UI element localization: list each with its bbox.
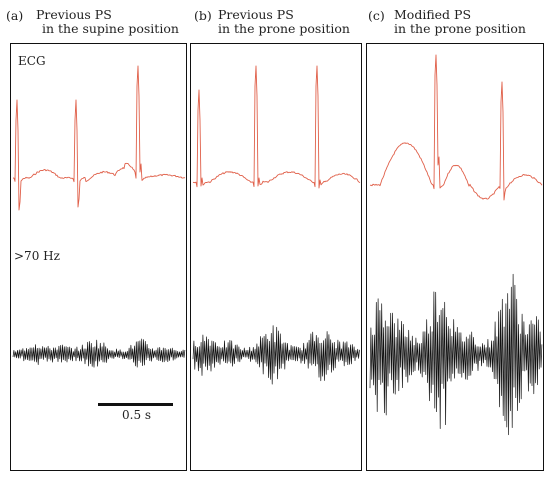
panel-a-title: Previous PS in the supine position	[36, 8, 179, 36]
ecg-trace-panel-c	[369, 54, 543, 201]
panel-b-title-line1: Previous PS	[218, 7, 294, 22]
panel-a-title-line1: Previous PS	[36, 7, 112, 22]
ecg-trace-panel-a	[12, 65, 186, 211]
panel-b-label: (b)	[194, 8, 212, 23]
panel-b-title: Previous PS in the prone position	[218, 8, 350, 36]
panel-c-label: (c)	[368, 8, 385, 23]
high-frequency-row-label: >70 Hz	[14, 249, 60, 263]
panel-b-title-line2: in the prone position	[218, 21, 350, 36]
panel-a-title-line2: in the supine position	[42, 21, 179, 36]
panel-c-frame	[366, 43, 544, 471]
hf-trace-panel-b	[192, 325, 360, 385]
scale-bar	[98, 403, 173, 406]
scale-bar-label: 0.5 s	[122, 408, 152, 422]
panel-c-title-line2: in the prone position	[394, 21, 526, 36]
ecg-trace-panel-b	[192, 65, 361, 189]
panel-a-frame	[10, 43, 187, 471]
hf-trace-panel-c	[369, 273, 543, 436]
panel-a-label: (a)	[6, 8, 24, 23]
panel-b-frame	[190, 43, 362, 471]
hf-trace-panel-a	[12, 338, 186, 368]
panel-c-title: Modified PS in the prone position	[394, 8, 526, 36]
ecg-row-label: ECG	[18, 54, 46, 68]
panel-c-title-line1: Modified PS	[394, 7, 472, 22]
